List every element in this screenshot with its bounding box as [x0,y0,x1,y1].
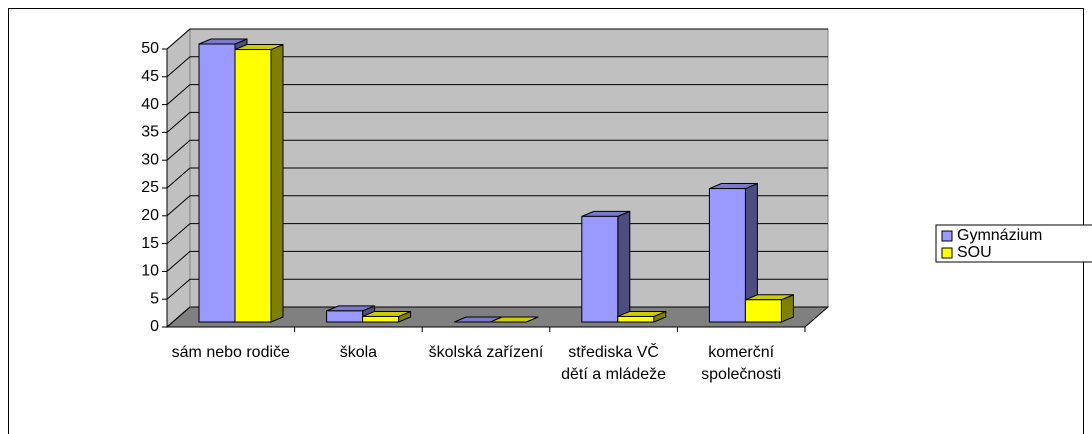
bar-front [362,315,400,323]
grid-line [166,28,828,50]
y-tick-label: 30 [141,151,159,168]
x-tick-label: střediska VČ dětí a mládeže [561,344,667,383]
y-tick-label: 20 [141,207,159,224]
bar [234,43,284,323]
y-tick-label: 35 [141,124,159,141]
grid-line [166,84,828,105]
y-tick-label: 10 [141,263,159,280]
bar-front [198,43,236,323]
bar [362,310,412,323]
legend-swatch [941,247,953,259]
bar-side [270,43,284,323]
x-tick-label: sám nebo rodiče [171,344,290,361]
y-tick-label: 15 [141,235,159,252]
legend-box [935,224,1092,263]
y-tick-label: 40 [141,96,159,113]
bar-top [490,316,539,323]
y-tick-label: 50 [141,40,159,57]
frame [8,8,1084,434]
bar-front [744,299,782,323]
x-tick-label: komerční společnosti [701,344,782,383]
bar-front [617,315,655,323]
bar [744,294,794,323]
bar-front [326,310,364,323]
legend-label: Gymnázium [957,227,1042,244]
bar-front [234,49,272,323]
x-tick-label: škola [339,344,378,361]
bar [490,316,539,323]
legend-swatch [941,230,953,242]
bar [708,182,758,323]
bar [581,210,631,323]
grid-line [166,56,828,78]
bar-front [708,188,746,323]
y-tick-label: 25 [141,179,159,196]
y-tick-label: 45 [141,68,159,85]
grid-line [166,139,828,161]
legend-label: SOU [957,244,992,261]
grid-line [166,111,828,133]
grid-line [166,195,828,217]
bar-front [581,215,619,323]
grid-line [166,167,828,189]
y-tick-label: 5 [150,290,159,307]
y-tick-label: 0 [150,318,159,335]
bar-side [617,210,631,323]
x-tick-label: školská zařízení [428,344,544,361]
bar [617,310,667,323]
